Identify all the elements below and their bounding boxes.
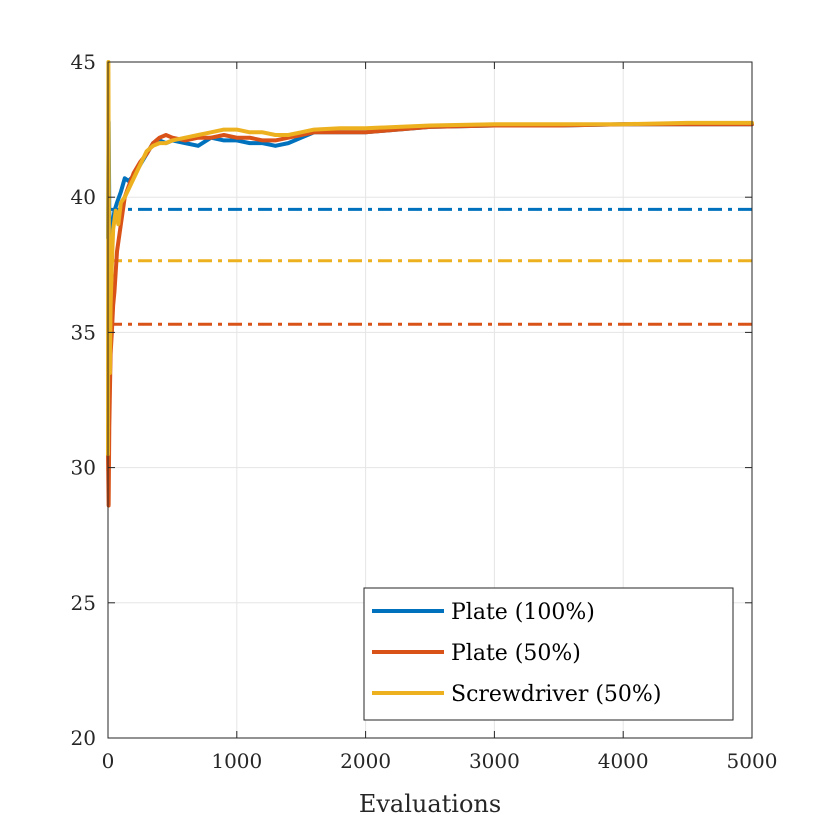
tick-labels: 0 1000 2000 3000 4000 5000 20 25 30 35 40 45 bbox=[71, 50, 778, 773]
y-tick-label: 40 bbox=[71, 185, 96, 209]
series-line-plate-50 bbox=[106, 122, 754, 508]
legend: Plate (100%) Plate (50%) Screwdriver (50%) bbox=[363, 587, 734, 721]
x-tick-label: 1000 bbox=[211, 749, 262, 773]
y-tick-label: 45 bbox=[71, 50, 96, 74]
x-axis-label: Evaluations bbox=[359, 790, 501, 818]
series-layer bbox=[106, 60, 754, 508]
x-tick-label: 5000 bbox=[727, 749, 778, 773]
legend-label: Plate (100%) bbox=[451, 600, 595, 625]
plot-frame bbox=[107, 61, 753, 739]
x-tick-label: 4000 bbox=[598, 749, 649, 773]
legend-label: Plate (50%) bbox=[451, 641, 581, 666]
legend-label: Screwdriver (50%) bbox=[451, 682, 661, 707]
axis-ticks bbox=[107, 61, 753, 739]
y-tick-label: 30 bbox=[71, 456, 96, 480]
x-tick-label: 2000 bbox=[340, 749, 391, 773]
series-line-screwdriver-50 bbox=[106, 60, 754, 457]
x-tick-label: 3000 bbox=[469, 749, 520, 773]
x-tick-label: 0 bbox=[102, 749, 115, 773]
y-tick-label: 25 bbox=[71, 591, 96, 615]
y-tick-label: 35 bbox=[71, 320, 96, 344]
grid-lines bbox=[107, 61, 753, 739]
y-tick-label: 20 bbox=[71, 726, 96, 750]
